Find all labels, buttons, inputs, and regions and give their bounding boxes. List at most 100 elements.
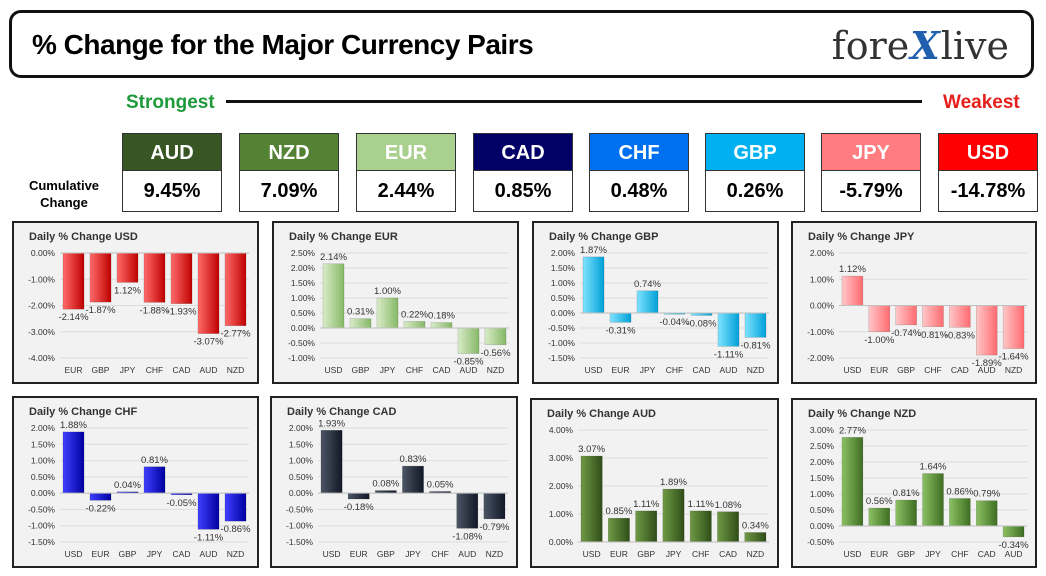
- data-label: 0.34%: [742, 520, 769, 531]
- x-tick-label: NZD: [227, 365, 244, 375]
- y-tick-label: 1.50%: [31, 439, 56, 449]
- weakest-label: Weakest: [943, 92, 1020, 113]
- data-label: -1.08%: [452, 531, 483, 542]
- bar-jpy: [376, 297, 399, 329]
- y-tick-label: 0.50%: [31, 472, 56, 482]
- chart-panel-usd: Daily % Change USD 0.00% -1.00% -2.00% -3.00…: [12, 221, 259, 384]
- bar-eur: [868, 507, 891, 527]
- data-label: 1.12%: [839, 264, 866, 275]
- y-tick-label: 0.50%: [289, 472, 314, 482]
- data-label: 1.64%: [920, 462, 947, 473]
- y-tick-label: 2.00%: [291, 263, 316, 273]
- x-tick-label: AUD: [720, 365, 738, 375]
- data-label: -0.05%: [166, 498, 197, 509]
- title-banner: % Change for the Major Currency Pairs fo…: [9, 10, 1034, 78]
- y-tick-label: -2.00%: [807, 353, 834, 363]
- currency-code: NZD: [239, 133, 339, 171]
- data-label: -0.18%: [344, 502, 375, 513]
- data-label: 0.81%: [893, 488, 920, 499]
- bar-usd: [62, 431, 85, 494]
- bar-gbp: [895, 499, 917, 527]
- chart-panel-eur: Daily % Change EUR 2.50% 2.00% 1.50% 1.00% 0.…: [272, 221, 519, 384]
- bar-aud: [197, 252, 220, 334]
- y-tick-label: 2.00%: [31, 423, 56, 433]
- y-tick-label: 1.00%: [810, 274, 835, 284]
- currency-code: CHF: [589, 133, 689, 171]
- chart-title: Daily % Change EUR: [289, 231, 398, 243]
- y-tick-label: 4.00%: [549, 425, 574, 435]
- y-tick-label: -1.50%: [548, 353, 575, 363]
- x-tick-label: USD: [325, 365, 343, 375]
- currency-cumulative-value: -14.78%: [938, 171, 1038, 212]
- data-label: -0.74%: [891, 328, 922, 339]
- x-tick-label: CAD: [693, 365, 711, 375]
- x-tick-label: GBP: [92, 365, 110, 375]
- data-label: -0.79%: [479, 522, 510, 533]
- x-tick-label: GBP: [377, 549, 395, 559]
- y-tick-label: 2.00%: [289, 423, 314, 433]
- data-label: 3.07%: [578, 444, 605, 455]
- x-tick-label: NZD: [486, 549, 503, 559]
- data-label: -0.22%: [85, 503, 116, 514]
- x-tick-label: NZD: [227, 549, 244, 559]
- bar-gbp: [89, 252, 112, 303]
- bar-aud: [1002, 525, 1025, 538]
- x-tick-label: CHF: [146, 365, 163, 375]
- bar-eur: [347, 492, 370, 500]
- data-label: 0.08%: [372, 479, 399, 490]
- y-tick-label: 3.00%: [810, 425, 835, 435]
- y-tick-label: 1.00%: [549, 509, 574, 519]
- data-label: 2.14%: [320, 252, 347, 263]
- x-tick-label: AUD: [458, 549, 476, 559]
- x-tick-label: CHF: [692, 549, 709, 559]
- data-label: 1.11%: [688, 499, 715, 510]
- x-tick-label: CAD: [978, 549, 996, 559]
- chart-title: Daily % Change USD: [29, 231, 138, 243]
- data-label: 0.86%: [946, 486, 973, 497]
- y-tick-label: -0.50%: [807, 537, 834, 547]
- bar-chart: Daily % Change AUD 4.00% 3.00% 2.00% 1.00% 0.…: [547, 408, 769, 559]
- bar-chart: Daily % Change JPY2.00%1.00%0.00%-1.00%-…: [807, 231, 1029, 375]
- data-label: -1.00%: [864, 335, 895, 346]
- x-tick-label: AUD: [1005, 549, 1023, 559]
- currency-code: EUR: [356, 133, 456, 171]
- bar-chart: Daily % Change GBP 2.00% 1.50% 1.00% 0.50% 0.…: [548, 231, 771, 375]
- y-tick-label: 0.00%: [291, 323, 316, 333]
- y-tick-label: 2.50%: [291, 248, 316, 258]
- x-tick-label: USD: [843, 549, 861, 559]
- x-tick-label: USD: [583, 549, 601, 559]
- data-label: -1.88%: [139, 305, 170, 316]
- y-tick-label: -0.50%: [288, 338, 315, 348]
- bar-usd: [841, 275, 864, 306]
- data-label: -0.04%: [659, 317, 690, 328]
- bar-chf: [403, 321, 426, 329]
- currency-box-chf: CHF 0.48%: [589, 133, 689, 212]
- data-label: -1.93%: [166, 307, 197, 318]
- page-title: % Change for the Major Currency Pairs: [32, 29, 534, 60]
- y-tick-label: 0.50%: [291, 308, 316, 318]
- data-label: -0.56%: [480, 348, 511, 359]
- y-tick-label: 0.00%: [551, 308, 576, 318]
- x-tick-label: CAD: [951, 365, 969, 375]
- data-label: -2.14%: [58, 312, 89, 323]
- currency-code: JPY: [821, 133, 921, 171]
- bar-gbp: [349, 318, 372, 329]
- x-tick-label: JPY: [120, 365, 136, 375]
- bar-chart: Daily % Change USD 0.00% -1.00% -2.00% -3.00…: [28, 231, 251, 375]
- bar-aud: [456, 492, 479, 529]
- y-tick-label: 0.00%: [31, 488, 56, 498]
- currency-box-eur: EUR 2.44%: [356, 133, 456, 212]
- bar-chart: Daily % Change NZD 3.00% 2.50% 2.00% 1.50% 1.…: [807, 408, 1029, 559]
- y-tick-label: -1.00%: [286, 521, 313, 531]
- x-tick-label: CHF: [431, 549, 448, 559]
- data-label: -2.77%: [220, 329, 251, 340]
- bar-aud: [717, 312, 740, 347]
- data-label: -0.81%: [740, 340, 771, 351]
- bar-eur: [89, 492, 112, 501]
- y-tick-label: -1.50%: [286, 537, 313, 547]
- chart-panel-chf: Daily % Change CHF 2.00% 1.50% 1.00% 0.50% 0.…: [12, 396, 259, 568]
- y-tick-label: -2.00%: [28, 301, 55, 311]
- currency-box-aud: AUD 9.45%: [122, 133, 222, 212]
- bar-nzd: [744, 312, 767, 338]
- currency-cumulative-value: 7.09%: [239, 171, 339, 212]
